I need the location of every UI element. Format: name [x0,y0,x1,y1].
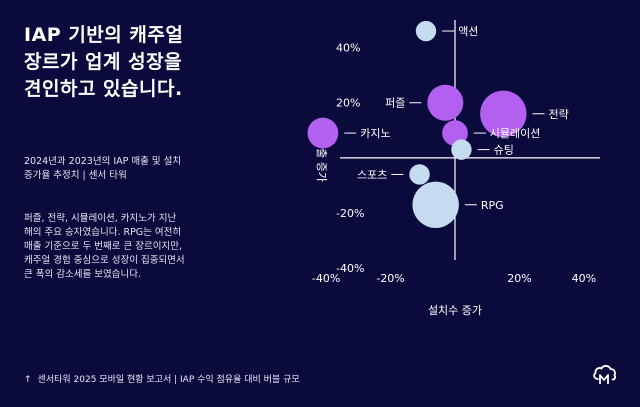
body-text: 퍼즐, 전략, 시뮬레이션, 카지노가 지난 해의 주요 승자였습니다. RPG… [24,212,274,282]
subtitle-line: 2024년과 2023년의 IAP 매출 및 설치 [24,156,182,167]
x-tick-label: -20% [376,272,404,285]
bubble-label: 퍼즐 [385,97,405,110]
y-tick-label: 40% [336,42,360,55]
bubble-label: 액션 [458,25,478,38]
body-line: 퍼즐, 전략, 시뮬레이션, 카지노가 지난 [24,213,177,224]
bubble [307,117,339,149]
x-tick-label: 20% [507,272,531,285]
bubble [480,90,527,137]
sensor-tower-logo [592,360,618,390]
bubble [412,181,459,228]
x-tick-label: -40% [312,272,340,285]
headline-line: IAP 기반의 캐주얼 [24,24,184,46]
bubble [415,20,437,42]
body-line: 해의 주요 승자였습니다. RPG는 여전히 [24,227,182,238]
subtitle-line: 증가율 추정치 | 센서 타워 [24,170,127,181]
x-tick-label: 40% [572,272,596,285]
x-axis-title: 설치수 증가 [428,304,482,317]
bubble-label: 슈팅 [494,144,514,157]
body-line: 캐주얼 경험 중심으로 성장이 집중되면서 [24,255,185,266]
headline: IAP 기반의 캐주얼 장르가 업계 성장을 견인하고 있습니다. [24,22,254,103]
bubble-label: 스포츠 [357,168,387,181]
headline-line: 견인하고 있습니다. [24,78,183,100]
cloud-logo-icon [593,365,617,384]
bubble-label: 시뮬레이션 [490,127,541,140]
y-tick-label: -20% [336,207,364,220]
footer: ↑ 센서타워 2025 모바일 현황 보고서 | IAP 수익 점유율 대비 버블… [24,372,300,385]
arrow-up-icon: ↑ [24,375,32,385]
bubble-label: 카지노 [360,127,390,140]
y-tick-label: 20% [336,97,360,110]
bubble-label: 전략 [549,108,569,121]
subtitle: 2024년과 2023년의 IAP 매출 및 설치 증가율 추정치 | 센서 타… [24,155,274,183]
bubble-label: RPG [481,199,504,212]
bubble [451,139,472,160]
bubble [427,84,464,121]
bubble [409,164,430,185]
body-line: 큰 폭의 감소세를 보였습니다. [24,269,141,280]
body-line: 매출 기준으로 두 번째로 큰 장르이지만, [24,241,182,252]
y-tick-label: -40% [336,262,364,275]
footer-text: 센서타워 2025 모바일 현황 보고서 | IAP 수익 점유율 대비 버블 … [37,375,300,385]
headline-line: 장르가 업계 성장을 [24,51,183,73]
y-axis-title: 매출 증가 [315,138,328,182]
